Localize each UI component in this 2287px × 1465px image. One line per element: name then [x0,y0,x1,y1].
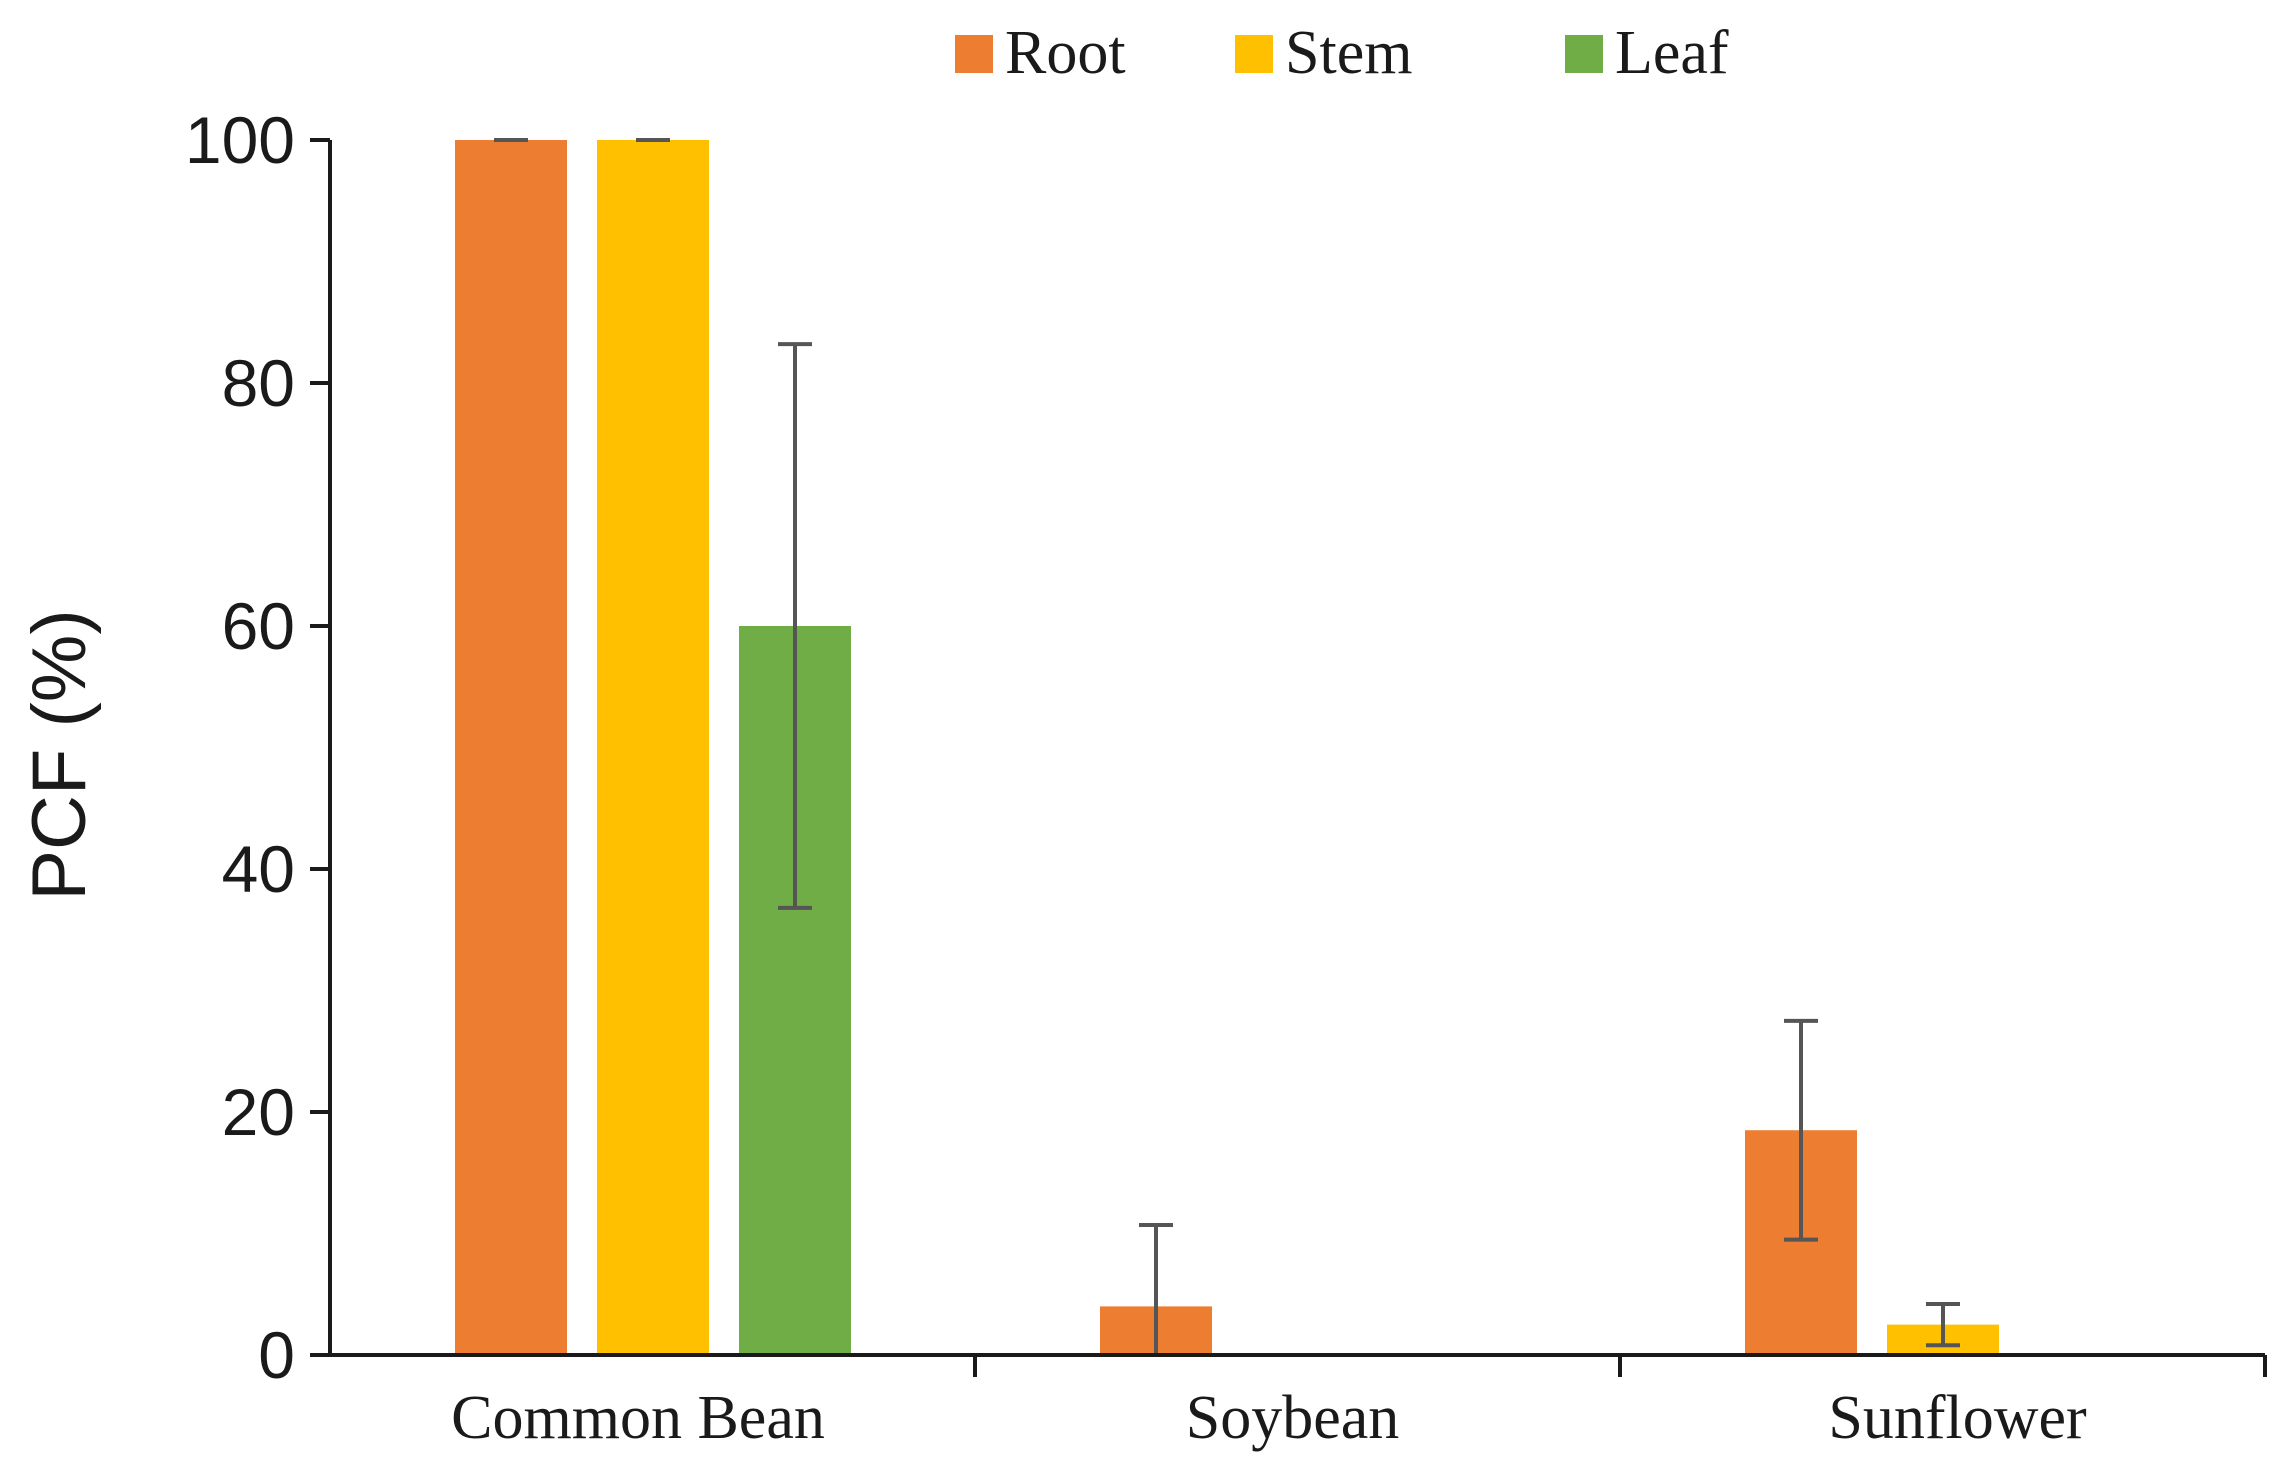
x-category-label: Sunflower [1828,1384,2087,1452]
y-axis-title: PCF (%) [17,609,102,900]
bars [455,140,1999,1355]
legend-swatch-root [955,35,993,73]
legend-label-leaf: Leaf [1615,19,1729,87]
legend-label-root: Root [1005,19,1126,87]
legend-label-stem: Stem [1285,19,1412,87]
legend-swatch-leaf [1565,35,1603,73]
x-category-label: Common Bean [451,1384,825,1452]
y-tick-label: 60 [222,589,295,663]
y-tick-label: 100 [185,103,295,177]
y-tick-label: 0 [258,1318,295,1392]
y-tick-label: 40 [222,832,295,906]
y-axis-ticks: 0 20 40 60 80 100 [185,103,330,1392]
x-axis-labels: Common Bean Soybean Sunflower [451,1384,2087,1452]
x-category-label: Soybean [1186,1384,1400,1452]
error-bars [494,138,1960,1355]
legend: Root Stem Leaf [955,19,1729,87]
legend-swatch-stem [1235,35,1273,73]
bar-root-common-bean [455,140,567,1355]
y-tick-label: 80 [222,346,295,420]
bar-stem-common-bean [597,140,709,1355]
y-tick-label: 20 [222,1075,295,1149]
axes [310,140,2267,1377]
